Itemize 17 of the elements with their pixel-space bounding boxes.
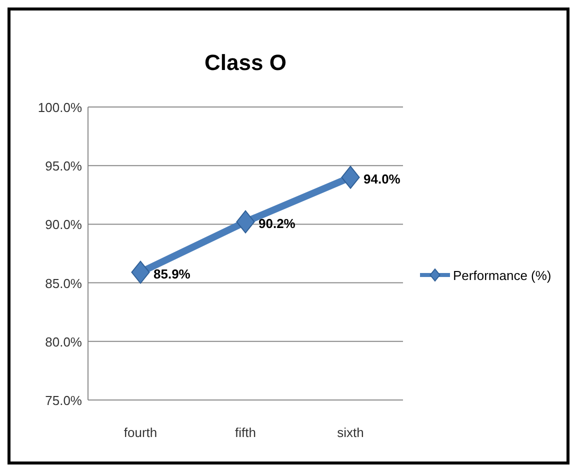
y-tick-label: 75.0% [45, 393, 82, 408]
y-tick-label: 90.0% [45, 217, 82, 232]
x-tick-label: sixth [337, 425, 364, 440]
data-label: 85.9% [154, 266, 191, 282]
chart-title: Class O [204, 50, 286, 75]
point [236, 210, 255, 234]
y-tick-label: 100.0% [38, 100, 82, 115]
point [131, 260, 150, 284]
y-tick-label: 80.0% [45, 334, 82, 350]
data-label: 90.2% [258, 216, 296, 231]
point [341, 166, 360, 189]
x-tick-label: fourth [124, 425, 158, 440]
x-tick-label: fifth [235, 425, 256, 440]
legend-label: Performance (%) [453, 268, 552, 283]
data-label: 94.0% [364, 171, 401, 186]
y-tick-label: 85.0% [45, 276, 82, 291]
y-tick-label: 95.0% [45, 158, 82, 174]
